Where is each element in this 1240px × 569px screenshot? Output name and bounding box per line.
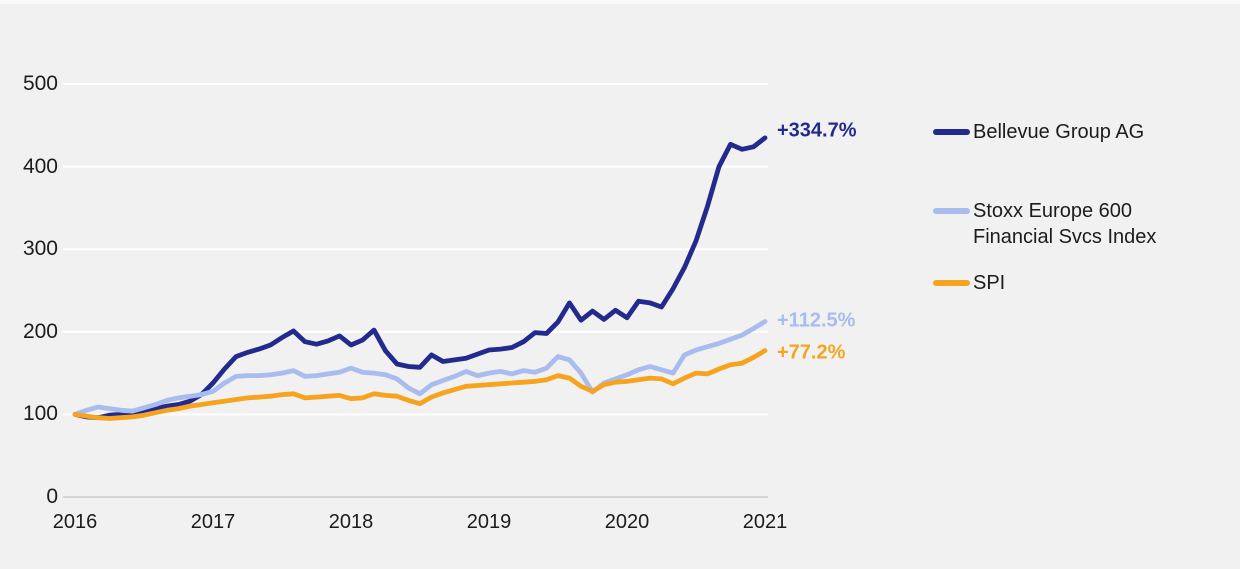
top-strip [0, 0, 1240, 4]
end-label-spi: +77.2% [777, 341, 846, 364]
line-bellevue-group-ag [72, 135, 768, 421]
end-label-bellevue-group-ag: +334.7% [777, 119, 857, 142]
legend-item-spi: SPI [933, 270, 1005, 296]
line-spi [72, 348, 768, 421]
legend-swatch-spi [933, 280, 970, 286]
y-tick-label-100: 100 [22, 402, 58, 426]
x-tick-label-2016: 2016 [52, 511, 98, 533]
line-stoxx-europe-600-financial-svcs-index [72, 319, 768, 417]
y-tick-label-0: 0 [46, 485, 58, 508]
x-tick-label-2019: 2019 [466, 511, 512, 533]
end-label-stoxx-europe-600-financial-svcs-index: +112.5% [777, 309, 856, 332]
x-tick-label-2018: 2018 [328, 511, 374, 533]
y-tick-label-500: 500 [22, 72, 58, 95]
legend-item-bellevue-group-ag: Bellevue Group AG [933, 119, 1144, 145]
x-tick-label-2017: 2017 [190, 511, 236, 533]
legend-label: Stoxx Europe 600 [973, 200, 1132, 222]
y-tick-label-300: 300 [22, 237, 58, 261]
legend-swatch-stoxx-europe-600 [933, 208, 970, 214]
y-tick-label-400: 400 [22, 154, 58, 178]
legend-label: Bellevue Group AG [973, 121, 1145, 143]
legend-item-stoxx-europe-600: Stoxx Europe 600 Financial Svcs Index [933, 198, 1156, 250]
legend-label-line2: Financial Svcs Index [973, 226, 1157, 248]
legend-swatch-bellevue-group-ag [933, 129, 970, 135]
y-tick-label-200: 200 [22, 319, 58, 343]
legend-label: SPI [973, 272, 1006, 294]
x-tick-label-2021: 2021 [742, 511, 788, 533]
x-tick-label-2020: 2020 [604, 511, 650, 533]
